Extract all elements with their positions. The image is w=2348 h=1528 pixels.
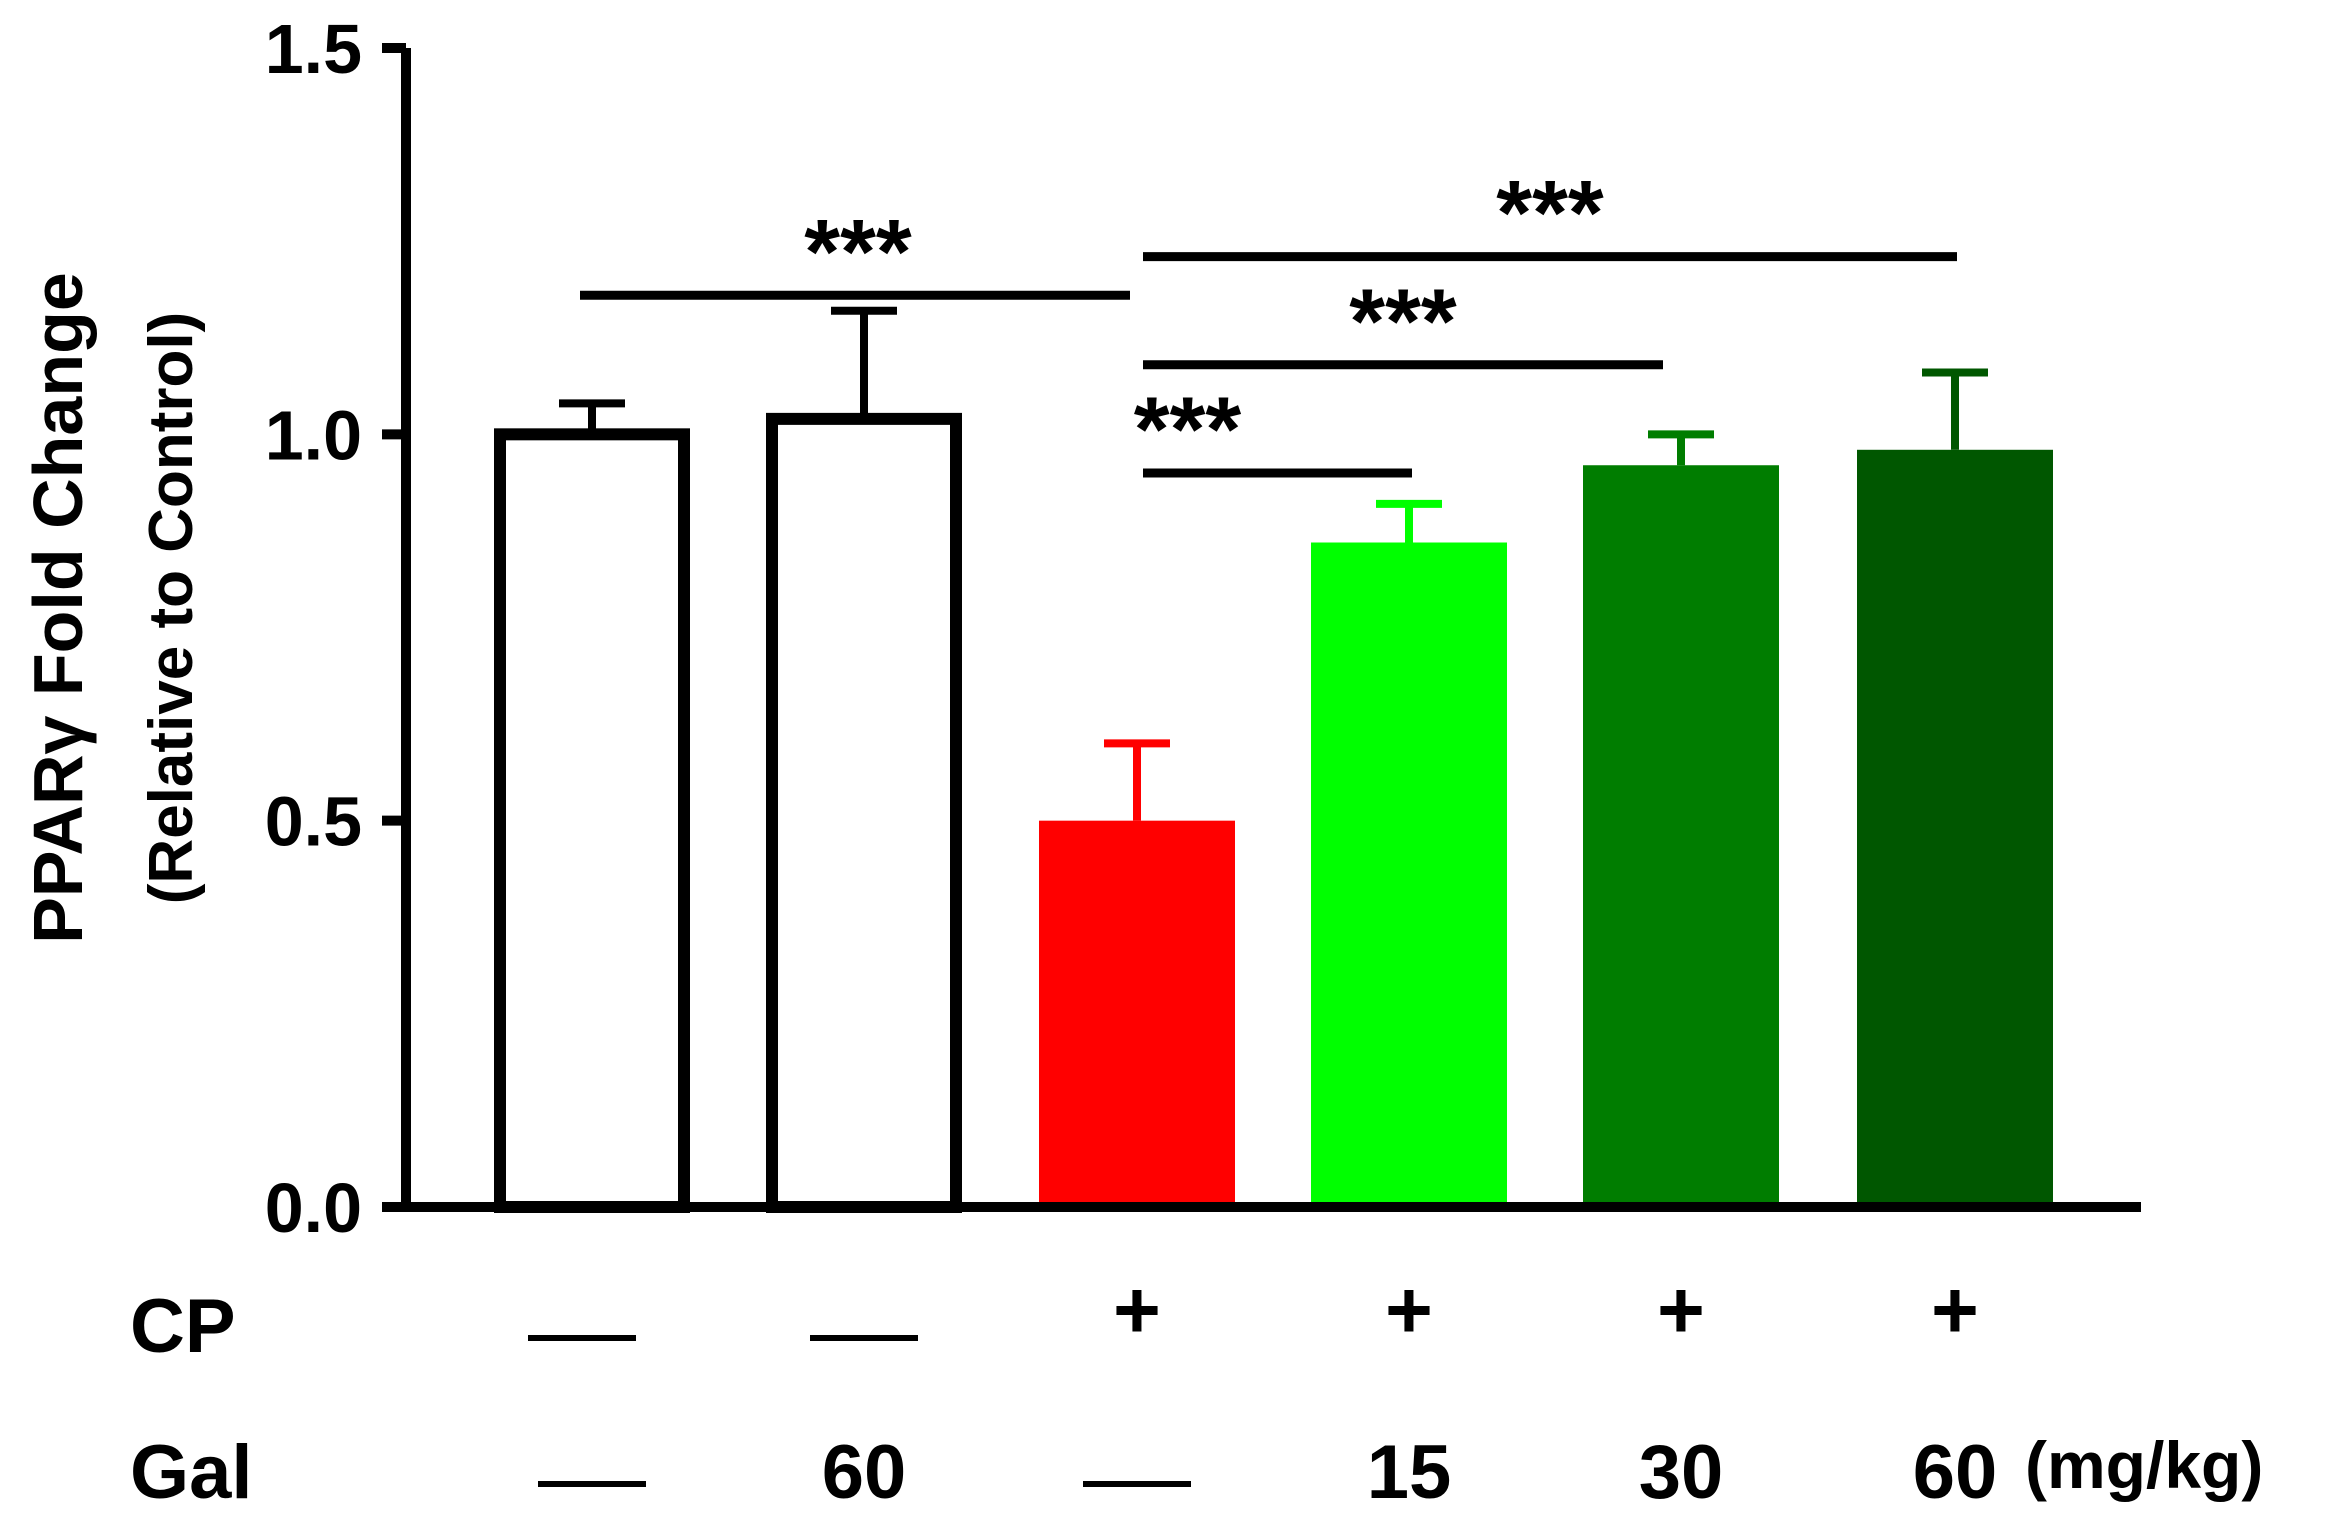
bar [1857,449,2053,1208]
significance-label: *** [1134,379,1242,481]
row-value: 15 [1367,1430,1452,1515]
bar [1039,820,1235,1207]
row-value: + [1113,1265,1161,1356]
bar [1583,465,1779,1207]
row-value: 60 [1913,1430,1998,1515]
bars-group [494,306,2053,1214]
row-value: + [1931,1265,1979,1356]
bar [494,428,690,1214]
bar [1311,542,1507,1207]
y-tick-label: 1.5 [265,10,362,88]
row-value: 60 [822,1430,907,1515]
y-tick-label: 1.0 [265,396,362,474]
bar [766,412,962,1213]
row-value: + [1385,1265,1433,1356]
y-tick-label: 0.0 [265,1169,362,1247]
significance-label: *** [1496,163,1604,265]
unit-label: (mg/kg) [2025,1428,2263,1502]
row-label: Gal [130,1430,253,1515]
row-value: + [1657,1265,1705,1356]
y-tick-label: 0.5 [265,783,362,861]
significance-label: *** [1349,271,1457,373]
y-axis-label-line1: PPARγ Fold Change [19,272,97,944]
significance-label: *** [804,201,912,303]
axes-group [401,48,2141,1212]
row-value: 30 [1639,1430,1724,1515]
row-label: CP [130,1284,236,1369]
y-axis-ticks: 0.0 0.5 1.0 1.5 [265,10,406,1247]
significance-group: *** *** *** *** [580,163,1957,481]
y-axis-label-line2: (Relative to Control) [137,312,206,904]
y-axis-label: PPARγ Fold Change (Relative to Control) [19,272,206,944]
